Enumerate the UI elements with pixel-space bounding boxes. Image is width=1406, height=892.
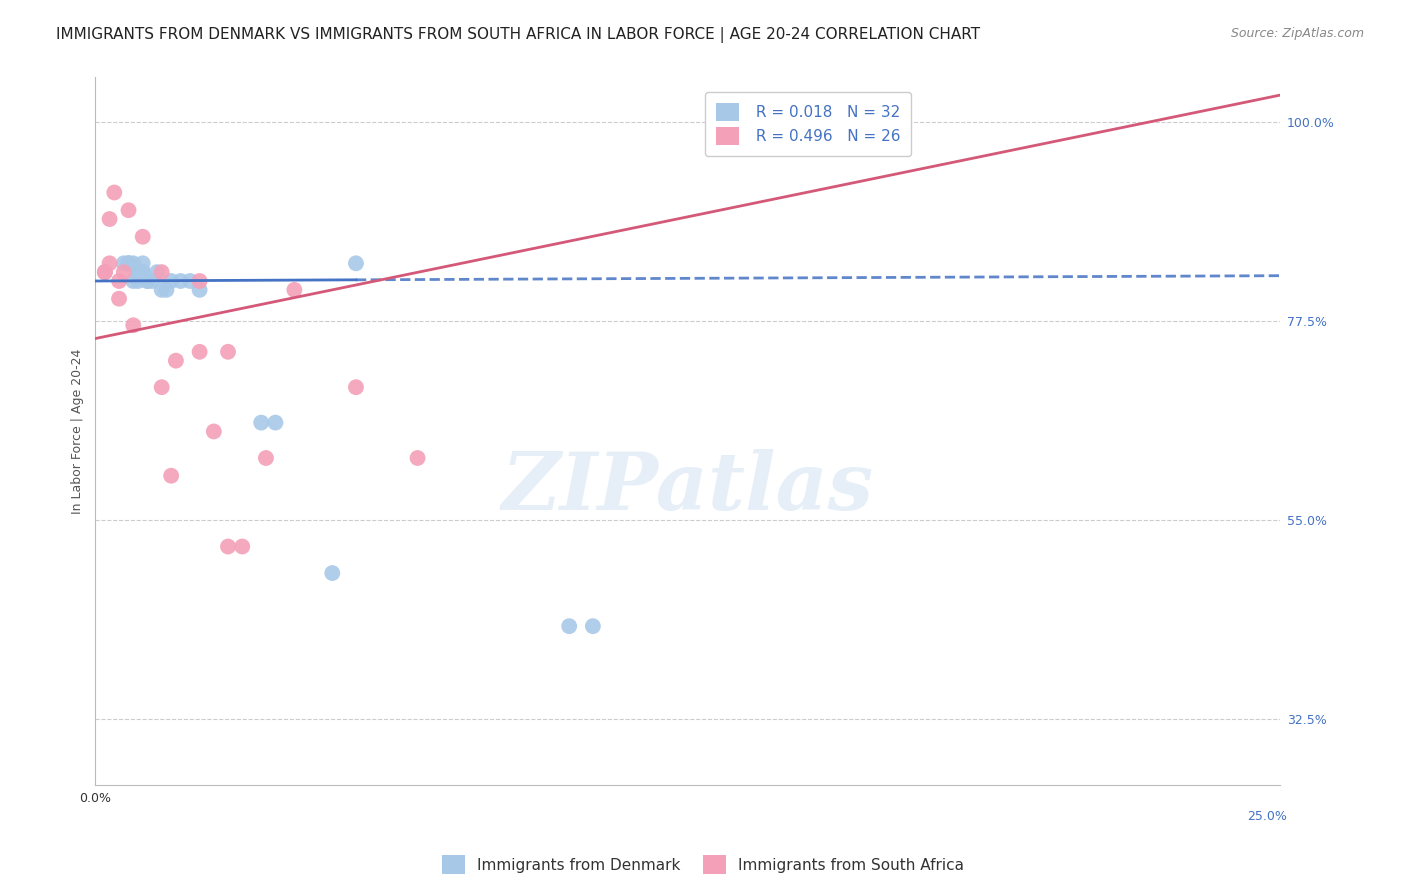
Point xyxy=(217,540,239,554)
Point xyxy=(122,274,145,288)
Point xyxy=(558,619,581,633)
Point xyxy=(94,265,117,279)
Point xyxy=(179,274,201,288)
Point xyxy=(160,468,183,483)
Point xyxy=(117,203,139,218)
Point xyxy=(264,416,287,430)
Point xyxy=(127,265,149,279)
Point xyxy=(127,265,149,279)
Point xyxy=(132,265,155,279)
Point xyxy=(132,256,155,270)
Point xyxy=(132,229,155,244)
Point xyxy=(108,292,131,306)
Point xyxy=(127,274,149,288)
Point xyxy=(155,283,177,297)
Point xyxy=(150,283,173,297)
Legend: Immigrants from Denmark, Immigrants from South Africa: Immigrants from Denmark, Immigrants from… xyxy=(436,849,970,880)
Point xyxy=(582,619,605,633)
Point xyxy=(117,256,139,270)
Point xyxy=(344,256,367,270)
Point xyxy=(112,256,135,270)
Point xyxy=(150,265,173,279)
Point xyxy=(202,425,225,439)
Point xyxy=(136,274,159,288)
Point xyxy=(188,344,211,359)
Text: IMMIGRANTS FROM DENMARK VS IMMIGRANTS FROM SOUTH AFRICA IN LABOR FORCE | AGE 20-: IMMIGRANTS FROM DENMARK VS IMMIGRANTS FR… xyxy=(56,27,980,43)
Text: Source: ZipAtlas.com: Source: ZipAtlas.com xyxy=(1230,27,1364,40)
Point xyxy=(117,256,139,270)
Point xyxy=(250,416,273,430)
Point xyxy=(94,265,117,279)
Point xyxy=(146,265,169,279)
Point xyxy=(98,212,121,227)
Point xyxy=(127,265,149,279)
Point xyxy=(141,274,163,288)
Point xyxy=(132,265,155,279)
Point xyxy=(231,540,253,554)
Point xyxy=(344,380,367,394)
Text: 25.0%: 25.0% xyxy=(1247,811,1286,823)
Point xyxy=(122,256,145,270)
Point xyxy=(132,265,155,279)
Point xyxy=(136,274,159,288)
Point xyxy=(748,114,770,128)
Point xyxy=(103,186,125,200)
Legend:  R = 0.018   N = 32,  R = 0.496   N = 26: R = 0.018 N = 32, R = 0.496 N = 26 xyxy=(704,92,911,156)
Point xyxy=(169,274,191,288)
Point xyxy=(94,265,117,279)
Point xyxy=(283,283,305,297)
Point xyxy=(321,566,343,580)
Point xyxy=(127,265,149,279)
Point xyxy=(188,283,211,297)
Point xyxy=(188,274,211,288)
Point xyxy=(165,353,187,368)
Y-axis label: In Labor Force | Age 20-24: In Labor Force | Age 20-24 xyxy=(72,349,84,514)
Text: ZIPatlas: ZIPatlas xyxy=(502,450,873,527)
Point xyxy=(112,265,135,279)
Point xyxy=(150,380,173,394)
Point xyxy=(117,256,139,270)
Point xyxy=(406,450,429,465)
Point xyxy=(122,318,145,333)
Point xyxy=(108,274,131,288)
Point xyxy=(160,274,183,288)
Point xyxy=(217,344,239,359)
Point xyxy=(254,450,277,465)
Point xyxy=(98,256,121,270)
